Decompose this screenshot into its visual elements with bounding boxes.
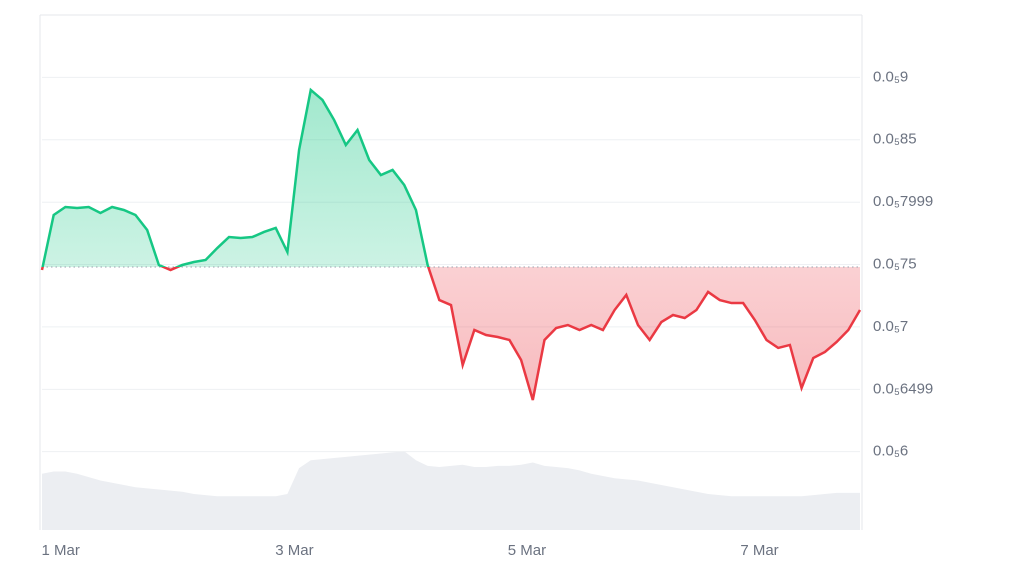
y-tick-label: 0.0₅6499 — [873, 380, 933, 397]
y-tick-label: 0.0₅85 — [873, 131, 917, 148]
x-tick-label: 1 Mar — [42, 542, 80, 559]
area-down — [42, 266, 860, 400]
y-tick-label: 0.0₅75 — [873, 255, 917, 272]
y-tick-label: 0.0₅9 — [873, 68, 908, 85]
y-tick-label: 0.0₅7999 — [873, 193, 933, 210]
area-up — [42, 89, 429, 267]
y-tick-label: 0.0₅6 — [873, 443, 908, 460]
y-tick-label: 0.0₅7 — [873, 318, 908, 335]
price-line-down — [40, 266, 862, 401]
x-tick-label: 3 Mar — [275, 542, 313, 559]
volume-area — [42, 451, 860, 530]
price-line-up — [41, 87, 430, 267]
x-tick-label: 7 Mar — [740, 542, 778, 559]
x-tick-label: 5 Mar — [508, 542, 546, 559]
